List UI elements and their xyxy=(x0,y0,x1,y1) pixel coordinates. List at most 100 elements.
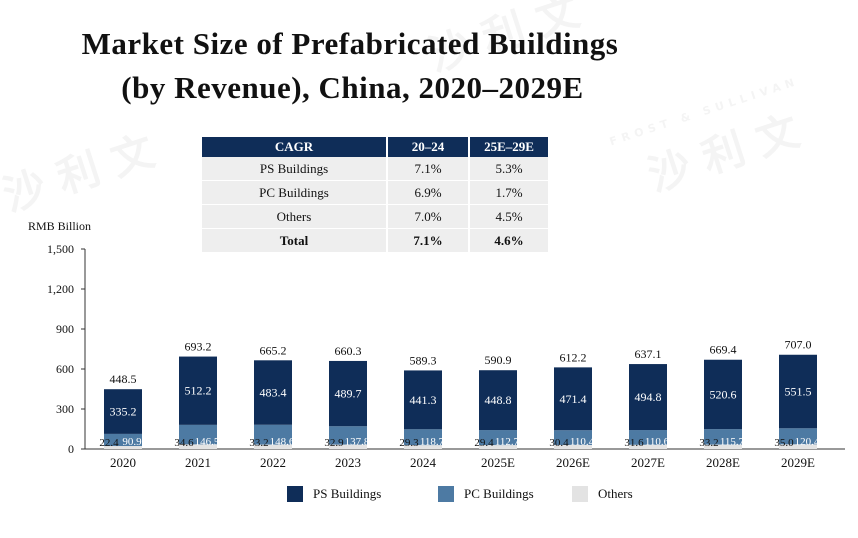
cagr-header-2020-24: 20–24 xyxy=(388,137,468,157)
x-tick-label: 2022 xyxy=(260,455,286,470)
cagr-value: 1.7% xyxy=(470,181,548,205)
cagr-value: 7.1% xyxy=(388,229,468,253)
cagr-value: 4.5% xyxy=(470,205,548,229)
cagr-table: CAGR 20–24 25E–29E PS Buildings 7.1% 5.3… xyxy=(200,137,550,253)
y-tick-label: 0 xyxy=(68,442,74,456)
data-label-ps: 441.3 xyxy=(410,393,437,407)
data-label-pc: 146.5 xyxy=(195,436,220,448)
data-label-pc: 115.7 xyxy=(720,436,745,448)
legend-item-pc: PC Buildings xyxy=(438,486,534,502)
cagr-row-label: Total xyxy=(202,229,386,253)
bar-segment-others xyxy=(554,444,592,449)
legend-label-ps: PS Buildings xyxy=(313,486,382,501)
data-label-ps: 489.7 xyxy=(335,387,362,401)
y-tick-label: 1,500 xyxy=(47,242,74,256)
bar-segment-ps xyxy=(329,360,367,427)
bar-segment-pc xyxy=(104,433,142,447)
data-label-pc: 90.9 xyxy=(122,436,142,448)
bar-segment-ps xyxy=(104,389,142,434)
bar-segment-pc xyxy=(404,429,442,446)
cagr-header-2025-29: 25E–29E xyxy=(470,137,548,157)
bar-segment-pc xyxy=(479,430,517,446)
data-label-others: 32.9 xyxy=(324,437,344,449)
data-label-others: 29.3 xyxy=(399,437,419,449)
data-label-others: 29.4 xyxy=(474,437,494,449)
bar-segment-ps xyxy=(629,364,667,431)
data-label-ps: 483.4 xyxy=(260,386,287,400)
cagr-header-label: CAGR xyxy=(202,137,386,157)
x-tick-label: 2021 xyxy=(185,455,211,470)
cagr-value: 6.9% xyxy=(388,181,468,205)
data-label-pc: 118.7 xyxy=(420,436,445,448)
data-label-pc: 112.7 xyxy=(495,436,520,448)
chart-title-line1: Market Size of Prefabricated Buildings xyxy=(81,26,619,61)
x-tick-label: 2027E xyxy=(631,455,665,470)
data-label-others: 34.6 xyxy=(174,437,194,449)
cagr-row-ps: PS Buildings 7.1% 5.3% xyxy=(202,157,548,181)
data-label-others: 30.4 xyxy=(549,437,569,449)
cagr-value: 5.3% xyxy=(470,157,548,181)
data-label-others: 31.6 xyxy=(624,437,644,449)
x-tick-label: 2028E xyxy=(706,455,740,470)
data-label-pc: 110.4 xyxy=(570,436,595,448)
bar-segment-ps xyxy=(779,354,817,429)
data-label-total: 590.9 xyxy=(485,353,512,367)
x-tick-label: 2025E xyxy=(481,455,515,470)
x-tick-label: 2029E xyxy=(781,455,815,470)
data-label-total: 448.5 xyxy=(110,372,137,386)
x-tick-label: 2024 xyxy=(410,455,437,470)
bar-segment-ps xyxy=(554,367,592,431)
cagr-row-label: PC Buildings xyxy=(202,181,386,205)
legend-swatch-pc xyxy=(438,486,454,502)
x-tick-label: 2026E xyxy=(556,455,590,470)
bar-segment-pc xyxy=(779,428,817,445)
bar-segment-ps xyxy=(404,370,442,430)
bar-segment-others xyxy=(254,444,292,449)
watermark-cn-2: 沙 利 文 xyxy=(0,126,160,221)
data-label-pc: 137.8 xyxy=(345,436,370,448)
bar-segment-ps xyxy=(179,356,217,425)
y-tick-label: 300 xyxy=(56,402,74,416)
bar-segment-pc xyxy=(554,430,592,445)
cagr-value: 7.0% xyxy=(388,205,468,229)
data-label-total: 707.0 xyxy=(785,338,812,352)
data-label-ps: 448.8 xyxy=(485,393,512,407)
legend-label-others: Others xyxy=(598,486,633,501)
bar-segment-others xyxy=(329,444,367,449)
cagr-row-pc: PC Buildings 6.9% 1.7% xyxy=(202,181,548,205)
chart-title-line2: (by Revenue), China, 2020–2029E xyxy=(121,70,584,105)
cagr-header-row: CAGR 20–24 25E–29E xyxy=(202,137,548,157)
x-tick-label: 2020 xyxy=(110,455,136,470)
cagr-row-label: Others xyxy=(202,205,386,229)
data-label-pc: 148.6 xyxy=(270,436,295,448)
bar-segment-ps xyxy=(254,360,292,425)
bar-segment-others xyxy=(179,444,217,449)
y-axis-title: RMB Billion xyxy=(28,219,91,233)
bar-segment-others xyxy=(104,446,142,449)
cagr-value: 4.6% xyxy=(470,229,548,253)
bar-segment-others xyxy=(479,445,517,449)
data-label-total: 693.2 xyxy=(185,340,212,354)
bar-segment-others xyxy=(404,445,442,449)
data-label-total: 637.1 xyxy=(635,347,662,361)
data-label-ps: 494.8 xyxy=(635,390,662,404)
bar-segment-pc xyxy=(254,424,292,445)
bar-segment-pc xyxy=(179,424,217,445)
bar-segment-pc xyxy=(329,426,367,445)
stacked-bar-chart: RMB Billion 0 300 600 900 1,200 1,500 22.4 90.9 3… xyxy=(28,219,845,470)
bar-segment-ps xyxy=(704,359,742,430)
legend-item-ps: PS Buildings xyxy=(287,486,381,502)
data-label-others: 35.0 xyxy=(774,437,794,449)
bar-segment-others xyxy=(779,444,817,449)
legend-item-others: Others xyxy=(572,486,633,502)
data-label-ps: 551.5 xyxy=(785,385,812,399)
watermark-cn-3: 沙 利 文 xyxy=(642,106,805,201)
cagr-row-label: PS Buildings xyxy=(202,157,386,181)
bar-segment-ps xyxy=(479,370,517,431)
legend-label-pc: PC Buildings xyxy=(464,486,534,501)
data-label-ps: 335.2 xyxy=(110,405,137,419)
cagr-row-total: Total 7.1% 4.6% xyxy=(202,229,548,253)
data-label-others: 33.2 xyxy=(699,437,718,449)
data-label-ps: 512.2 xyxy=(185,384,212,398)
y-tick-label: 900 xyxy=(56,322,74,336)
